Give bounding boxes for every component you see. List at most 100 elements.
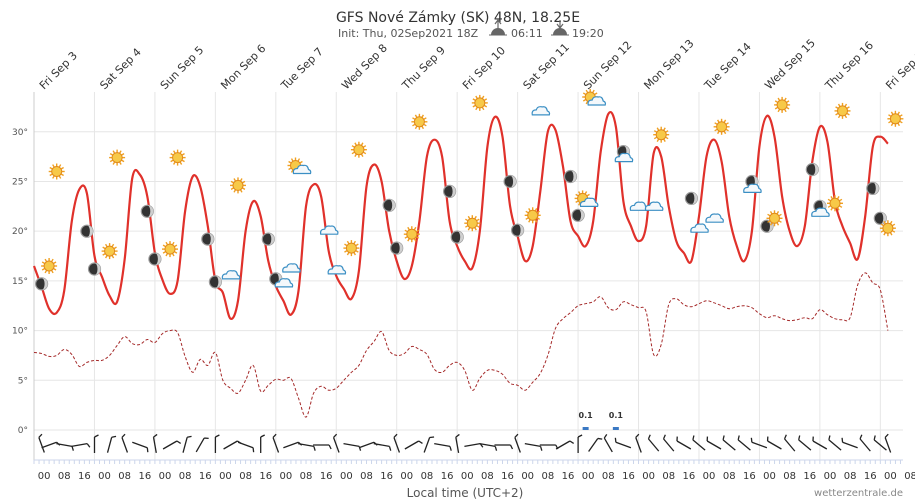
sun-ray (351, 145, 355, 148)
sun-ray (483, 104, 488, 108)
day-label: Tue Sep 7 (278, 45, 326, 93)
barb-staff (635, 437, 642, 453)
y-tick-label: 10° (12, 327, 28, 337)
barb-flag (569, 440, 575, 445)
cloud-shape (531, 106, 551, 116)
barb-staff (434, 442, 451, 448)
x-tick-label: 08 (844, 471, 857, 482)
barb-flag (635, 433, 640, 438)
sun-icon (101, 243, 118, 260)
moon-light (872, 182, 879, 195)
sun-ray (288, 160, 292, 164)
barb-flag (111, 435, 117, 438)
cloud-shape (274, 278, 294, 288)
chart-title: GFS Nové Zámky (SK) 48N, 18.25E (336, 10, 580, 26)
x-tick-label: 00 (461, 471, 474, 482)
precip-label: 0.1 (609, 411, 624, 420)
sun-ray (362, 151, 367, 155)
sun-disc (353, 144, 365, 156)
x-tick-label: 00 (582, 471, 595, 482)
sun-disc (474, 97, 486, 109)
barb-staff (524, 442, 541, 448)
precip-bar (582, 427, 589, 430)
barb-staff (343, 442, 360, 448)
wind-barb (514, 433, 521, 453)
sun-icon (887, 110, 904, 127)
barb-flag (676, 436, 678, 442)
moon-icon (443, 184, 457, 198)
wind-barb (828, 435, 842, 451)
barb-staff (71, 442, 88, 448)
cloud-outline (292, 164, 312, 175)
barb-flag (603, 433, 608, 439)
barb-flag (509, 444, 514, 450)
sun-ray (50, 269, 54, 274)
sun-ray (362, 145, 367, 148)
barb-flag (841, 437, 844, 443)
sun-icon (169, 149, 186, 166)
x-tick-label: 16 (743, 471, 756, 482)
sun-icon (230, 177, 246, 194)
moon-icon (684, 191, 699, 205)
x-tick-label: 00 (219, 471, 232, 482)
barb-flag (812, 436, 814, 442)
cloud-shape (292, 164, 312, 175)
x-tick-label: 16 (864, 471, 877, 482)
x-tick-label: 08 (58, 471, 71, 482)
moon-icon (571, 208, 585, 222)
wind-barb (343, 442, 362, 451)
wind-barb (873, 435, 887, 451)
moon-icon (208, 275, 222, 289)
wind-barb (494, 444, 514, 450)
wind-barb (798, 435, 812, 451)
sun-ray (344, 243, 348, 247)
cloud-shape (690, 223, 709, 233)
wind-barbs (38, 433, 892, 453)
barb-flag (873, 435, 876, 441)
barb-flag (455, 433, 460, 438)
x-tick-label: 00 (521, 471, 534, 482)
day-label: Fri Sep 10 (460, 44, 508, 92)
barb-flag (494, 446, 498, 451)
barb-staff (56, 442, 73, 448)
x-tick-label: 08 (723, 471, 736, 482)
barb-flag (86, 443, 91, 448)
cloud-outline (587, 96, 607, 106)
credit-label[interactable]: wetterzentrale.de (814, 488, 903, 499)
barb-staff (237, 441, 254, 449)
sun-ray (465, 218, 469, 222)
moon-icon (503, 174, 517, 189)
cloud-outline (319, 225, 339, 235)
barb-staff (423, 437, 431, 453)
moon-light (41, 277, 48, 290)
barb-flag (94, 434, 99, 438)
sun-ray (355, 249, 359, 253)
moon-light (207, 233, 214, 246)
day-labels: Fri Sep 3 Sat Sep 4 Sun Sep 5 Mon Sep 6 Tue … (37, 36, 915, 92)
barb-staff (152, 437, 157, 453)
barb-flag (313, 446, 316, 451)
x-tick-label: 16 (622, 471, 635, 482)
barb-staff (298, 442, 314, 448)
moon-light (880, 212, 887, 225)
sun-disc (406, 228, 418, 240)
cloud-icon (319, 225, 339, 235)
barb-flag (577, 434, 583, 438)
sun-ray (351, 151, 355, 155)
cloud-shape (614, 152, 634, 163)
wind-barb (722, 435, 736, 451)
barb-staff (798, 439, 812, 451)
barb-flag (146, 447, 149, 453)
barb-flag (750, 437, 753, 443)
sun-ray (288, 167, 292, 171)
moon-icon (873, 211, 887, 225)
sun-disc (164, 243, 176, 255)
sun-ray (472, 98, 476, 102)
sun-icon (48, 163, 65, 180)
sun-disc (769, 212, 780, 224)
moon-light (691, 192, 698, 205)
wind-barb (588, 437, 603, 452)
x-tick-label: 16 (320, 471, 333, 482)
barb-staff (676, 440, 692, 450)
moon-icon (390, 241, 404, 255)
